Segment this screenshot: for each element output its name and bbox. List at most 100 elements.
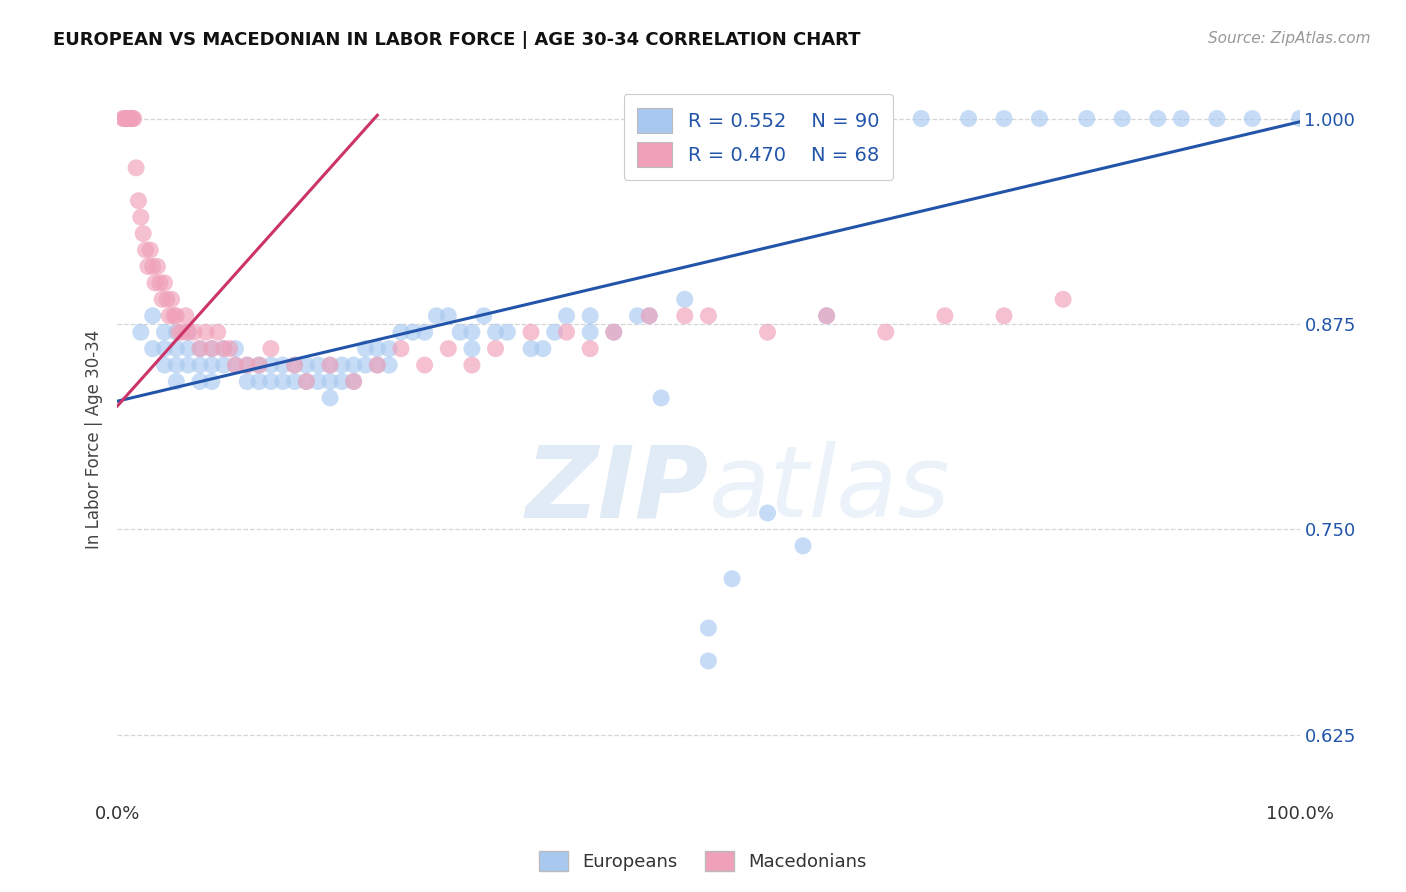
Point (165, 342, 187, 356)
Point (165, 325, 187, 339)
Point (236, 375, 259, 389)
Point (194, 325, 217, 339)
Point (555, 325, 578, 339)
Point (307, 375, 329, 389)
Point (260, 358, 283, 372)
Point (112, 112, 135, 126)
Point (957, 112, 980, 126)
Point (156, 293, 179, 307)
Point (112, 112, 135, 126)
Point (127, 194, 149, 208)
Point (1241, 112, 1264, 126)
Point (201, 342, 224, 356)
Point (157, 309, 180, 323)
Point (378, 358, 401, 372)
Point (413, 358, 436, 372)
Point (697, 621, 720, 635)
Point (117, 112, 139, 126)
Point (143, 276, 166, 290)
Point (177, 325, 200, 339)
Point (484, 325, 506, 339)
Point (354, 358, 377, 372)
Point (295, 375, 318, 389)
Point (188, 342, 211, 356)
Point (122, 112, 145, 126)
Point (366, 358, 388, 372)
Point (1028, 112, 1050, 126)
Point (153, 325, 176, 339)
Point (437, 309, 460, 323)
Point (224, 358, 246, 372)
Y-axis label: In Labor Force | Age 30-34: In Labor Force | Age 30-34 (86, 329, 103, 549)
Point (472, 309, 495, 323)
Point (114, 112, 136, 126)
Point (437, 342, 460, 356)
Point (295, 358, 318, 372)
Point (603, 325, 626, 339)
Point (756, 506, 779, 520)
Point (142, 342, 165, 356)
Point (212, 342, 235, 356)
Point (366, 342, 388, 356)
Point (212, 358, 235, 372)
Point (153, 276, 176, 290)
Point (638, 309, 661, 323)
Point (910, 112, 932, 126)
Point (165, 309, 187, 323)
Point (174, 309, 197, 323)
Point (461, 325, 484, 339)
Text: ZIP: ZIP (526, 442, 709, 538)
Point (792, 539, 814, 553)
Point (1076, 112, 1098, 126)
Point (247, 358, 270, 372)
Point (697, 654, 720, 668)
Point (343, 358, 366, 372)
Point (236, 358, 259, 372)
Point (115, 112, 138, 126)
Point (993, 309, 1015, 323)
Point (343, 375, 366, 389)
Point (626, 309, 648, 323)
Point (875, 325, 897, 339)
Point (177, 325, 200, 339)
Point (579, 309, 602, 323)
Point (177, 342, 200, 356)
Point (183, 325, 205, 339)
Point (1288, 112, 1310, 126)
Point (1146, 112, 1168, 126)
Point (484, 342, 506, 356)
Point (224, 342, 246, 356)
Point (1111, 112, 1133, 126)
Point (1205, 112, 1227, 126)
Point (697, 309, 720, 323)
Point (177, 358, 200, 372)
Point (142, 260, 165, 274)
Point (875, 112, 897, 126)
Point (201, 358, 224, 372)
Point (207, 325, 229, 339)
Point (153, 358, 176, 372)
Point (531, 342, 554, 356)
Point (125, 161, 148, 175)
Point (118, 112, 141, 126)
Point (201, 375, 224, 389)
Point (425, 309, 447, 323)
Point (247, 358, 270, 372)
Point (330, 358, 353, 372)
Point (815, 309, 838, 323)
Point (402, 325, 425, 339)
Point (172, 325, 194, 339)
Point (520, 325, 543, 339)
Point (236, 358, 259, 372)
Text: atlas: atlas (709, 442, 950, 538)
Text: EUROPEAN VS MACEDONIAN IN LABOR FORCE | AGE 30-34 CORRELATION CHART: EUROPEAN VS MACEDONIAN IN LABOR FORCE | … (53, 31, 860, 49)
Point (212, 342, 235, 356)
Point (295, 375, 318, 389)
Point (307, 358, 329, 372)
Point (129, 325, 152, 339)
Point (366, 358, 388, 372)
Point (132, 227, 155, 241)
Point (283, 358, 305, 372)
Point (603, 325, 626, 339)
Point (520, 342, 543, 356)
